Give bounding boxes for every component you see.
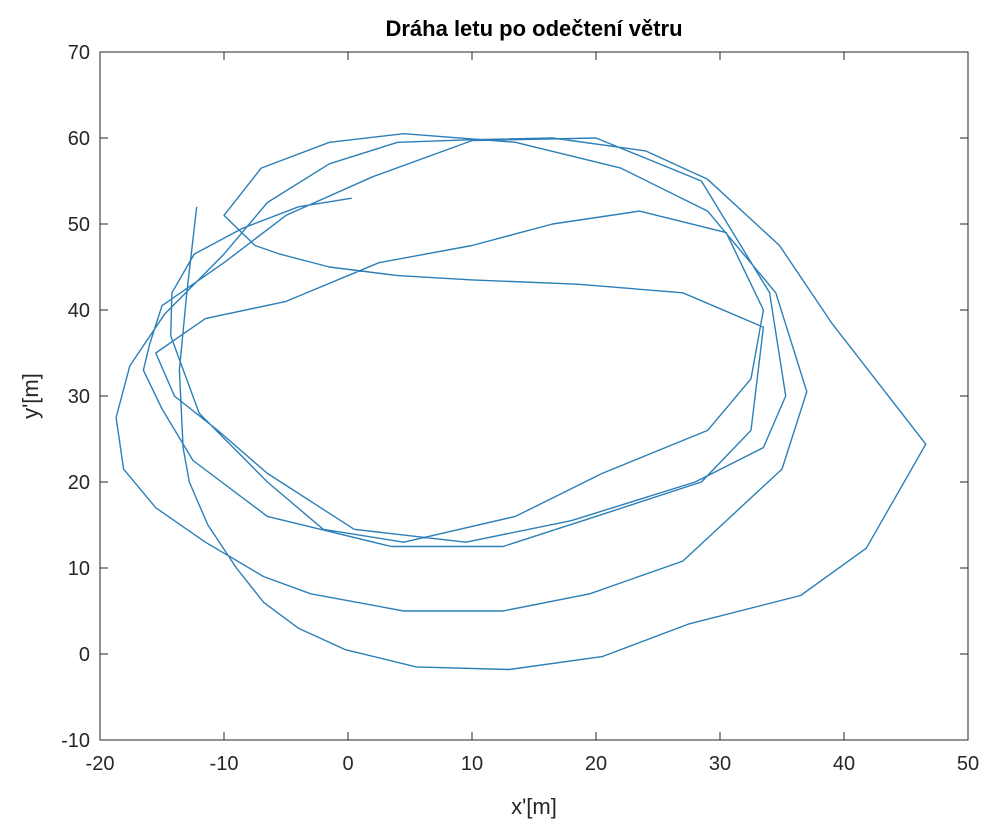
axes-box: [99, 51, 969, 741]
x-tick-label: -10: [210, 753, 239, 775]
y-tick-label: 20: [68, 472, 90, 494]
chart-title: Dráha letu po odečtení větru: [385, 16, 682, 41]
x-tick-label: 30: [709, 753, 731, 775]
x-tick-label: -20: [86, 753, 115, 775]
y-tick-label: 70: [68, 42, 90, 64]
y-tick-label: 40: [68, 300, 90, 322]
y-tick-label: 10: [68, 558, 90, 580]
y-tick-label: 60: [68, 128, 90, 150]
axes-frame: [99, 51, 969, 741]
y-tick-label: 0: [79, 644, 90, 666]
y-tick-label: 30: [68, 386, 90, 408]
x-tick-label: 0: [342, 753, 353, 775]
y-axis-label: y'[m]: [18, 373, 43, 419]
y-tick-label: 50: [68, 214, 90, 236]
x-tick-label: 40: [833, 753, 855, 775]
data-layer: [115, 132, 927, 671]
x-tick-label: 10: [461, 753, 483, 775]
x-tick-label: 50: [957, 753, 979, 775]
x-tick-label: 20: [585, 753, 607, 775]
flight-path-line: [115, 132, 927, 671]
y-tick-label: -10: [61, 730, 90, 752]
x-axis-label: x'[m]: [511, 794, 557, 819]
